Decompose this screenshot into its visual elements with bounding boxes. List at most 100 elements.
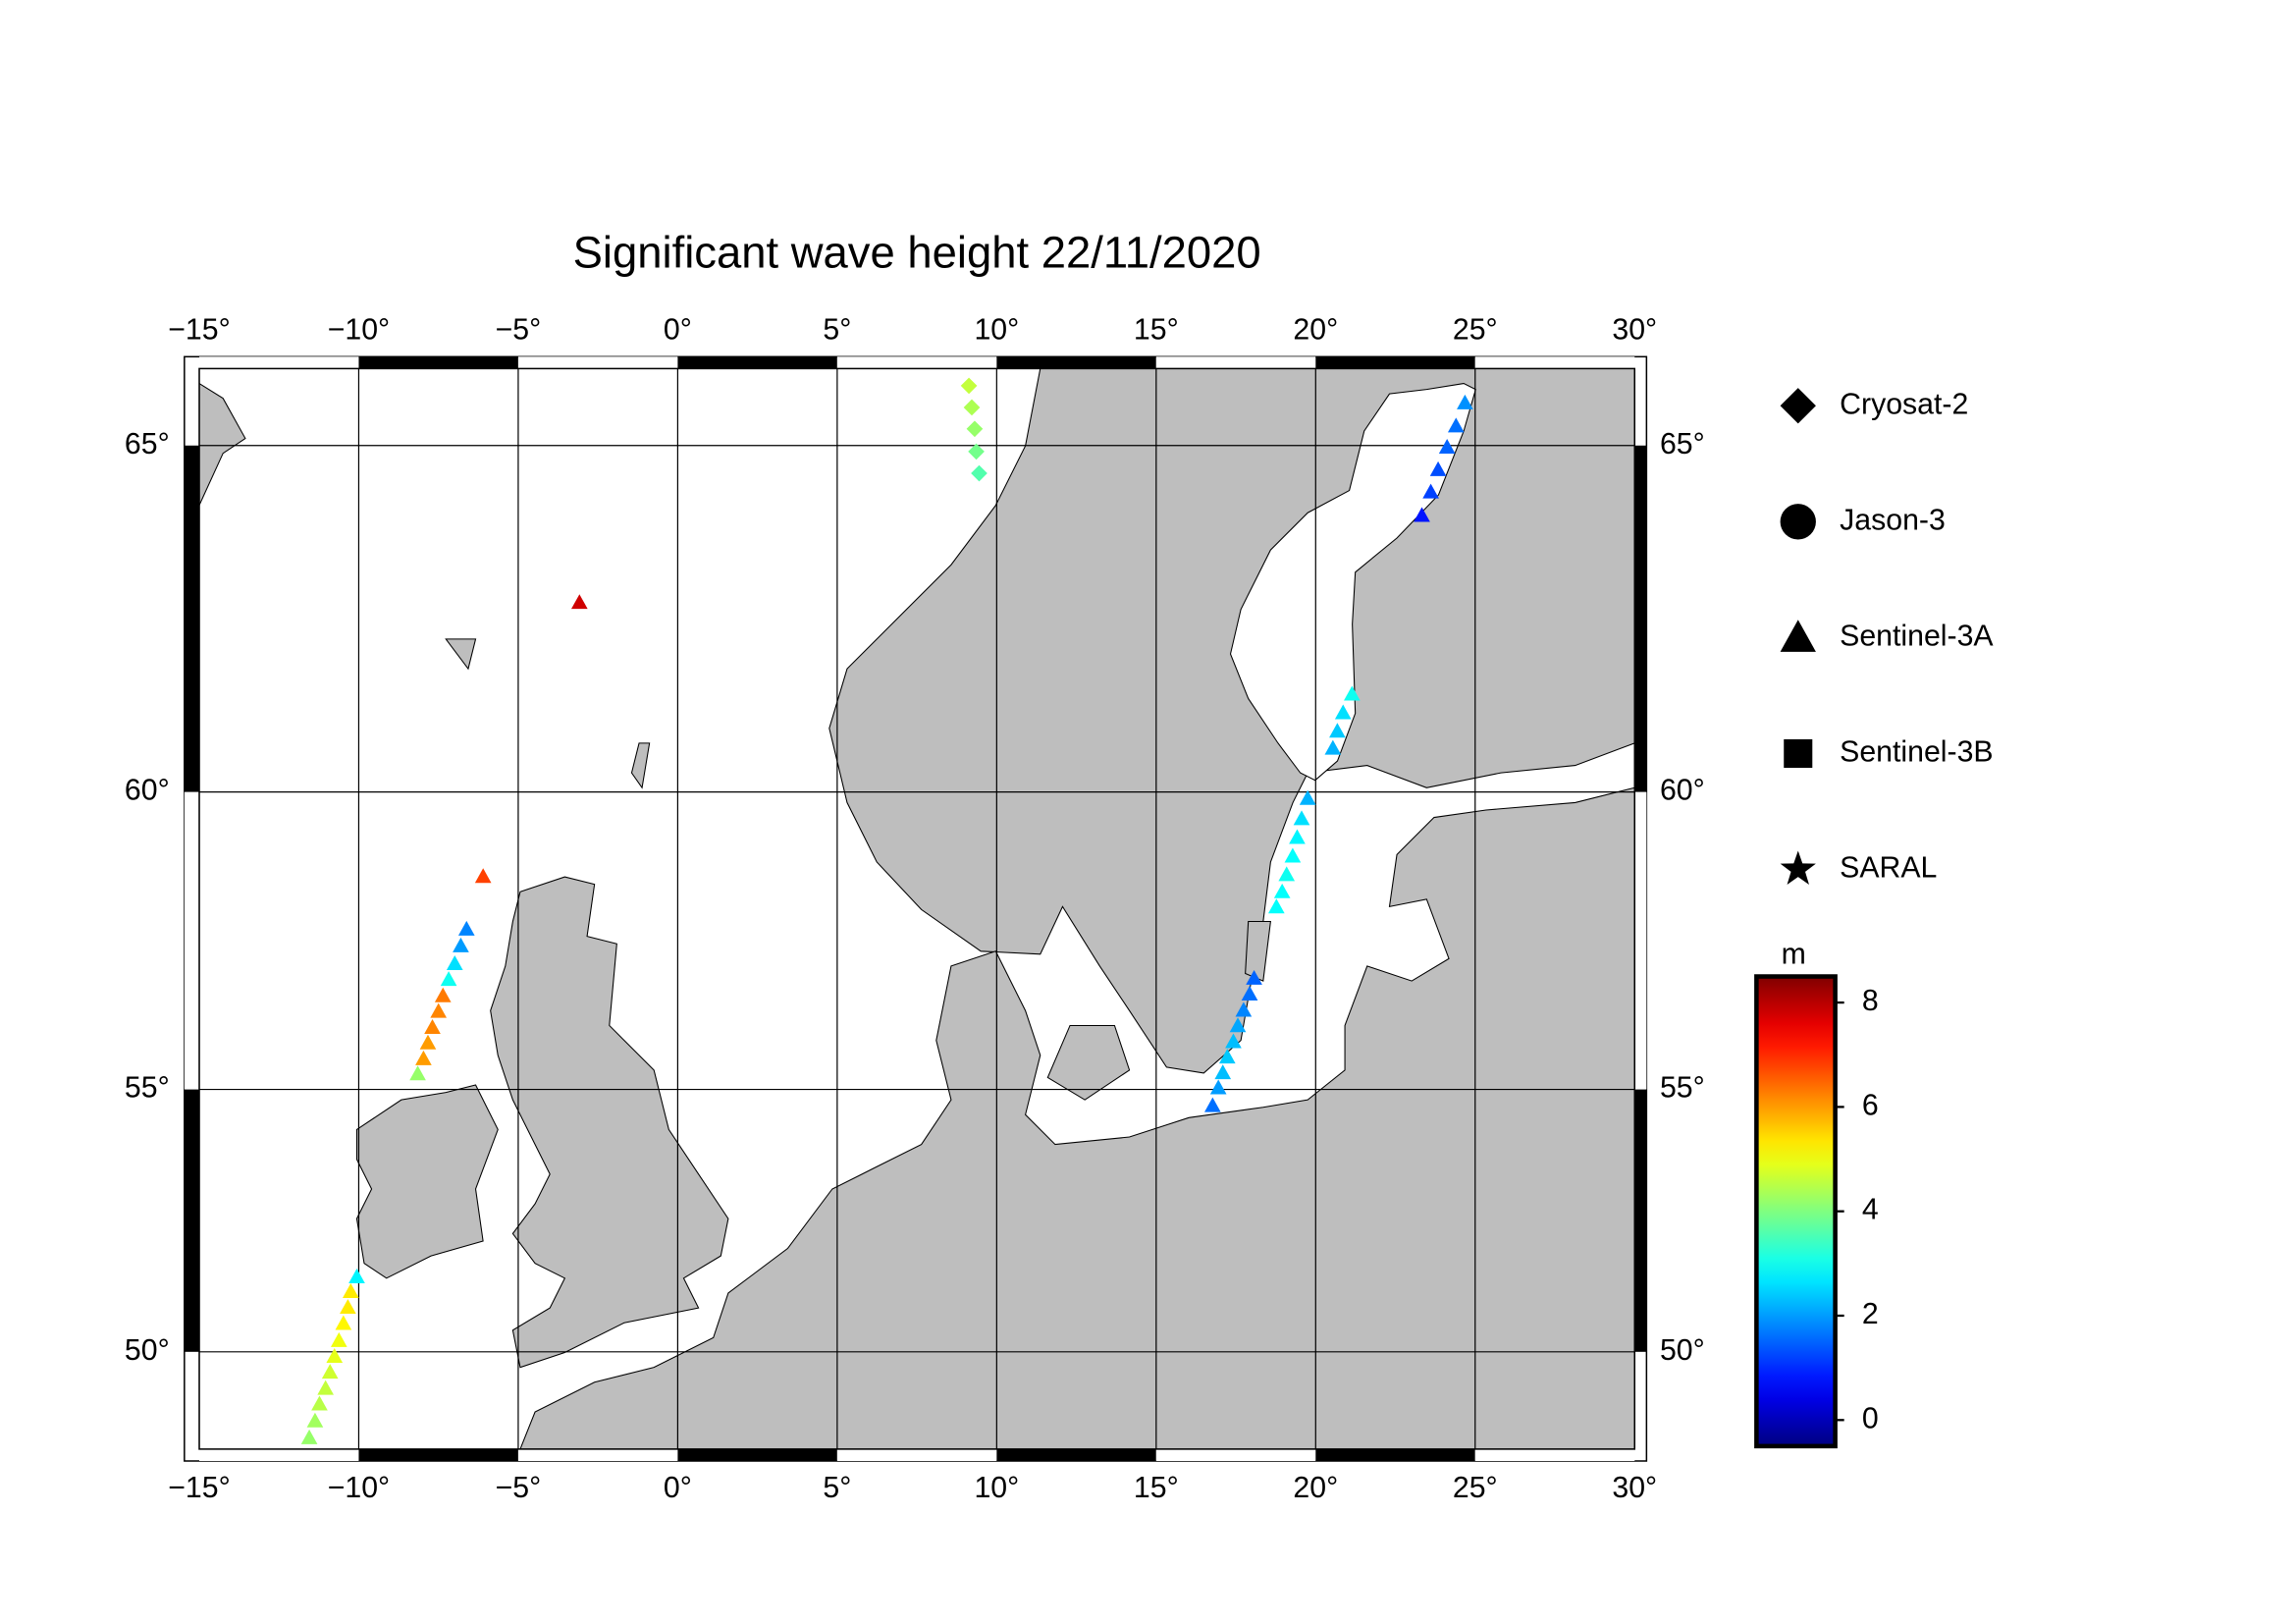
colorbar-tick-label: 0	[1862, 1402, 1879, 1434]
observation	[1209, 1079, 1227, 1095]
colorbar: m 0 2 4 6 8	[1754, 938, 1879, 1449]
frame-bands	[184, 356, 1647, 1462]
observation	[1273, 883, 1291, 898]
frame-band	[184, 791, 199, 1090]
observations	[300, 377, 1473, 1444]
x-tick-label: 5°	[823, 1472, 851, 1504]
frame-band	[198, 1448, 359, 1462]
x-tick-label: 20°	[1293, 314, 1338, 347]
y-tick-label: 65°	[1660, 428, 1705, 460]
frame-band	[184, 1089, 199, 1352]
observation	[430, 1002, 448, 1018]
x-tick-label: 0°	[664, 1472, 692, 1504]
observation	[474, 868, 492, 884]
frame-band	[1315, 356, 1475, 369]
legend-label: Sentinel-3B	[1840, 735, 1993, 768]
frame-band	[1474, 1448, 1635, 1462]
colorbar-label: m	[1782, 938, 1806, 970]
colorbar-tick-label: 6	[1862, 1089, 1879, 1121]
observation	[335, 1315, 352, 1330]
observation	[340, 1299, 356, 1315]
observation	[326, 1348, 344, 1364]
observation	[419, 1034, 437, 1050]
x-tick-label: 10°	[974, 1472, 1019, 1504]
observation	[1218, 1049, 1236, 1064]
observation	[1241, 985, 1258, 1001]
land-gotland	[1245, 920, 1271, 982]
land-continent	[519, 786, 1635, 1449]
x-tick-label: 15°	[1134, 314, 1179, 347]
observation	[1246, 969, 1262, 985]
x-tick-label: −10°	[328, 1472, 390, 1504]
x-tick-label: 15°	[1134, 1472, 1179, 1504]
observation	[1414, 507, 1430, 522]
map-area	[198, 368, 1635, 1449]
legend-label: SARAL	[1840, 852, 1937, 885]
triangle-marker	[1780, 620, 1816, 652]
y-tick-label: 55°	[125, 1072, 170, 1105]
frame-band	[996, 356, 1156, 369]
frame-band	[1634, 791, 1647, 1090]
observation	[330, 1331, 347, 1347]
observation	[1447, 417, 1465, 433]
observation	[453, 937, 469, 952]
observation	[446, 955, 463, 970]
observation	[343, 1283, 359, 1299]
observation	[1235, 1001, 1253, 1017]
y-tick-label: 65°	[125, 428, 170, 460]
observation	[1268, 898, 1285, 914]
x-tick-label: 25°	[1453, 1472, 1498, 1504]
observation	[1214, 1064, 1232, 1080]
frame-band	[996, 1448, 1156, 1462]
y-tick-label: 50°	[1660, 1334, 1705, 1367]
observation	[306, 1412, 324, 1428]
chart-title: Significant wave height 22/11/2020	[573, 227, 1261, 277]
x-tick-label: −10°	[328, 314, 390, 347]
frame-band	[1155, 1448, 1316, 1462]
frame-band	[677, 356, 837, 369]
frame-band	[677, 1448, 837, 1462]
frame-band	[517, 1448, 678, 1462]
y-tick-label: 60°	[125, 775, 170, 807]
x-tick-label: 10°	[974, 314, 1019, 347]
observation	[409, 1065, 426, 1081]
colorbar-gradient	[1754, 974, 1838, 1449]
land	[198, 368, 1635, 1449]
observation	[424, 1019, 441, 1035]
frame-band	[836, 356, 997, 369]
x-tick-label: 30°	[1612, 314, 1657, 347]
observation	[415, 1050, 432, 1065]
frame-band	[1634, 445, 1647, 792]
observation	[1324, 739, 1342, 755]
frame-band	[1634, 1089, 1647, 1352]
y-tick-label: 60°	[1660, 775, 1705, 807]
observation	[1289, 829, 1306, 844]
observation	[1225, 1033, 1242, 1049]
land-ireland	[355, 1084, 499, 1279]
observation	[1429, 460, 1447, 476]
observation	[1299, 789, 1316, 805]
frame-band	[1155, 356, 1316, 369]
observation	[1284, 847, 1302, 863]
land-faroes	[445, 638, 477, 671]
observation	[1293, 810, 1310, 826]
graticule	[198, 368, 1635, 1449]
observation	[457, 920, 475, 936]
observation	[1457, 394, 1473, 409]
x-tick-label: 25°	[1453, 314, 1498, 347]
x-tick-label: 30°	[1612, 1472, 1657, 1504]
land-scandinavia	[828, 368, 1635, 1074]
map-border	[198, 367, 1636, 1450]
colorbar-tick-label: 2	[1862, 1298, 1879, 1330]
frame-band	[836, 1448, 997, 1462]
observation	[348, 1268, 365, 1283]
observation	[966, 420, 984, 438]
observation	[1278, 866, 1296, 882]
legend-label: Sentinel-3A	[1840, 620, 1994, 652]
observation	[1229, 1017, 1247, 1033]
observation	[434, 987, 452, 1002]
observation	[971, 464, 988, 482]
x-tick-label: 20°	[1293, 1472, 1338, 1504]
